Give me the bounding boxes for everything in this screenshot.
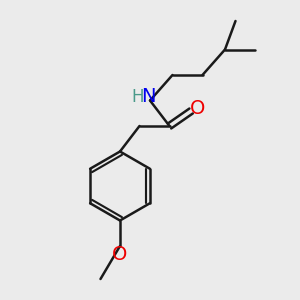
Text: H: H bbox=[131, 88, 144, 106]
Text: O: O bbox=[190, 99, 206, 118]
Text: N: N bbox=[141, 87, 155, 106]
Text: O: O bbox=[112, 245, 128, 264]
